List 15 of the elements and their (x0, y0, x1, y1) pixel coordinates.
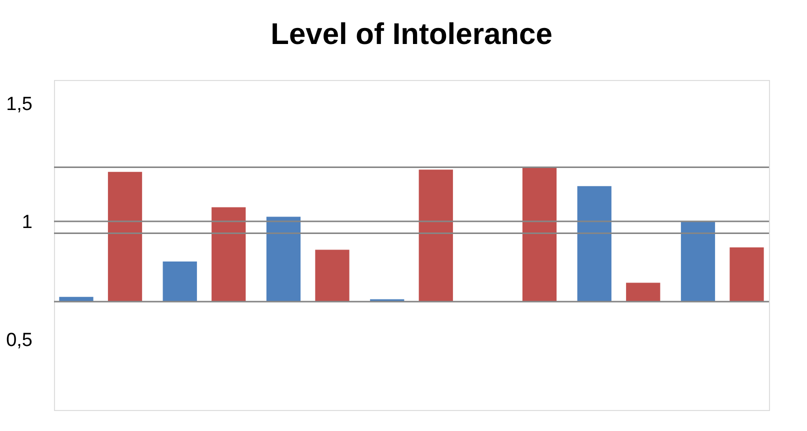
bar (315, 250, 350, 302)
y-tick-label: 1 (22, 212, 32, 233)
bar (730, 247, 764, 302)
bar (418, 170, 453, 302)
bar (680, 221, 716, 302)
bar (577, 186, 612, 302)
bar (626, 282, 660, 302)
bar (108, 172, 142, 302)
chart-title: Level of Intolerance (270, 18, 552, 51)
y-tick-label: 0,5 (6, 330, 32, 351)
bar (522, 167, 557, 302)
bar (162, 262, 197, 302)
bar (212, 207, 246, 302)
bar (266, 216, 301, 302)
y-tick-label: 1,5 (6, 94, 32, 116)
